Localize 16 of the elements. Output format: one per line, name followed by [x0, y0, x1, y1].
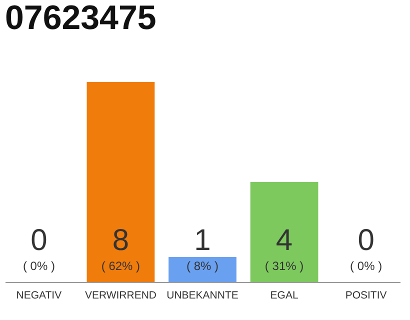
annotation: ( 0% ) — [350, 259, 382, 273]
data-label: 4 — [276, 224, 293, 257]
data-label: 1 — [194, 224, 211, 257]
data-label: 0 — [30, 224, 48, 257]
x-tick-label: UNBEKANNTE — [166, 290, 238, 302]
annotation: ( 8% ) — [186, 259, 219, 273]
x-tick-label: NEGATIV — [16, 290, 62, 302]
chart-title: 07623475 — [5, 0, 156, 37]
annotation: ( 31% ) — [264, 259, 304, 273]
x-tick-label: VERWIRREND — [84, 290, 157, 302]
annotation: ( 0% ) — [22, 259, 55, 273]
data-label: 0 — [358, 224, 374, 257]
annotation: ( 62% ) — [101, 259, 140, 273]
x-tick-label: POSITIV — [345, 290, 387, 302]
data-label: 8 — [112, 224, 130, 257]
x-tick-label: EGAL — [270, 290, 298, 302]
